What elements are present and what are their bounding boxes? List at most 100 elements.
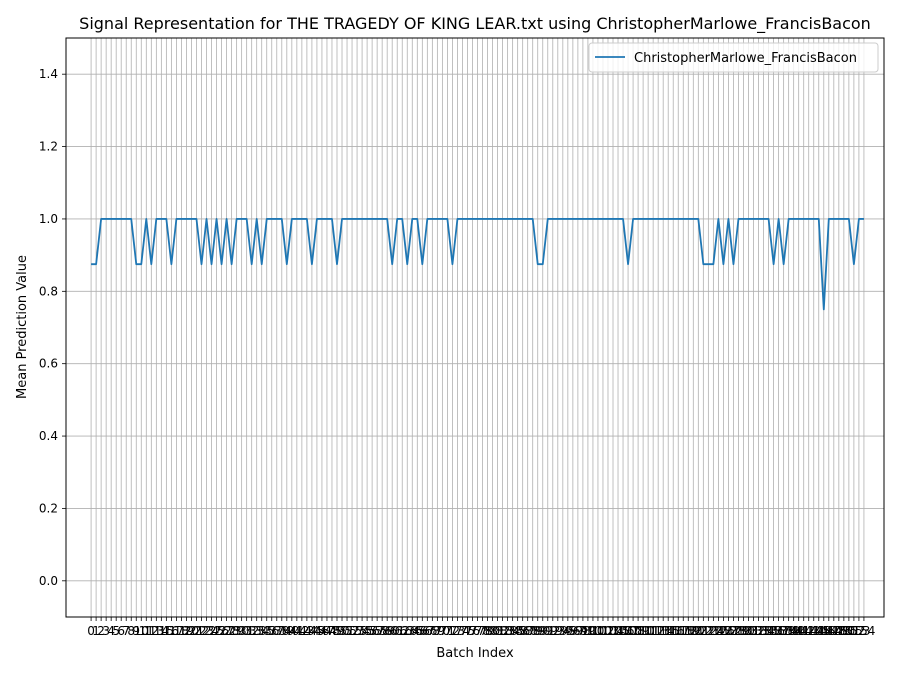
x-tick-label: 62 bbox=[395, 624, 410, 638]
x-tick-label: 38 bbox=[274, 624, 289, 638]
x-tick-label: 77 bbox=[470, 624, 485, 638]
x-tick-label: 100 bbox=[581, 624, 604, 638]
x-tick-label: 37 bbox=[269, 624, 284, 638]
x-tick-label: 61 bbox=[390, 624, 405, 638]
chart-title: Signal Representation for THE TRAGEDY OF… bbox=[79, 14, 871, 34]
x-tick-label: 144 bbox=[802, 624, 825, 638]
x-tick-label: 113 bbox=[647, 624, 670, 638]
x-tick-label: 79 bbox=[480, 624, 495, 638]
x-tick-label: 53 bbox=[349, 624, 364, 638]
x-tick-label: 18 bbox=[174, 624, 189, 638]
x-tick-label: 149 bbox=[827, 624, 850, 638]
x-tick-label: 86 bbox=[515, 624, 530, 638]
x-tick-label: 125 bbox=[707, 624, 730, 638]
x-tick-label: 29 bbox=[229, 624, 244, 638]
x-gridlines bbox=[90, 38, 865, 617]
x-tick-label: 19 bbox=[179, 624, 194, 638]
x-tick-label: 57 bbox=[370, 624, 385, 638]
x-tick-label: 50 bbox=[334, 624, 349, 638]
x-tick-label: 95 bbox=[560, 624, 575, 638]
x-tick-label: 121 bbox=[687, 624, 710, 638]
x-tick-label: 139 bbox=[777, 624, 800, 638]
x-tick-label: 103 bbox=[597, 624, 620, 638]
x-tick-label: 93 bbox=[550, 624, 565, 638]
x-tick-label: 9 bbox=[132, 624, 140, 638]
x-tick-label: 122 bbox=[692, 624, 715, 638]
x-tick-label: 66 bbox=[415, 624, 430, 638]
x-tick-label: 96 bbox=[565, 624, 580, 638]
x-tick-label: 123 bbox=[697, 624, 720, 638]
y-tick-label: 1.2 bbox=[39, 140, 58, 154]
x-tick-label: 87 bbox=[520, 624, 535, 638]
x-tick-label: 148 bbox=[822, 624, 845, 638]
x-tick-label: 41 bbox=[289, 624, 304, 638]
x-tick-label: 80 bbox=[485, 624, 500, 638]
legend: ChristopherMarlowe_FrancisBacon bbox=[588, 42, 879, 73]
x-tick-label: 45 bbox=[309, 624, 324, 638]
x-tick-label: 20 bbox=[184, 624, 199, 638]
x-tick-label: 16 bbox=[164, 624, 179, 638]
x-tick-label: 136 bbox=[762, 624, 785, 638]
x-tick-label: 7 bbox=[122, 624, 130, 638]
plot-frame bbox=[65, 37, 885, 618]
x-tick-label: 33 bbox=[249, 624, 264, 638]
x-tick-label: 55 bbox=[359, 624, 374, 638]
x-tick-label: 36 bbox=[264, 624, 279, 638]
x-tick-label: 58 bbox=[375, 624, 390, 638]
x-tick-label: 59 bbox=[380, 624, 395, 638]
y-tick-label: 0.8 bbox=[39, 284, 58, 298]
y-axis-label: Mean Prediction Value bbox=[15, 255, 30, 399]
x-tick-label: 81 bbox=[490, 624, 505, 638]
x-tick-label: 68 bbox=[425, 624, 440, 638]
x-tick-label: 112 bbox=[642, 624, 665, 638]
x-axis-label: Batch Index bbox=[436, 646, 514, 661]
x-tick-label: 22 bbox=[194, 624, 209, 638]
x-tick-label: 17 bbox=[169, 624, 184, 638]
x-tick-label: 116 bbox=[662, 624, 685, 638]
x-tick-label: 73 bbox=[450, 624, 465, 638]
x-tick-label: 84 bbox=[505, 624, 520, 638]
legend-series-name: ChristopherMarlowe_FrancisBacon bbox=[634, 51, 857, 66]
x-tick-label: 3 bbox=[102, 624, 110, 638]
x-tick-label: 32 bbox=[244, 624, 259, 638]
x-tick-label: 63 bbox=[400, 624, 415, 638]
x-tick-label: 15 bbox=[159, 624, 174, 638]
x-tick-label: 151 bbox=[837, 624, 860, 638]
x-tick-label: 135 bbox=[757, 624, 780, 638]
x-tick-label: 1 bbox=[92, 624, 100, 638]
x-tick-label: 137 bbox=[767, 624, 790, 638]
x-tick-label: 106 bbox=[612, 624, 635, 638]
x-tick-label: 92 bbox=[545, 624, 560, 638]
x-tick-label: 99 bbox=[580, 624, 595, 638]
x-tick-label: 74 bbox=[455, 624, 470, 638]
x-tick-label: 56 bbox=[364, 624, 379, 638]
series-line bbox=[91, 218, 864, 311]
x-tick-label: 28 bbox=[224, 624, 239, 638]
x-tick-label: 78 bbox=[475, 624, 490, 638]
y-tick-label: 0.0 bbox=[39, 574, 58, 588]
x-tick-label: 5 bbox=[112, 624, 120, 638]
x-tick-label: 14 bbox=[154, 624, 169, 638]
y-tick-label: 0.6 bbox=[39, 357, 58, 371]
x-tick-label: 145 bbox=[807, 624, 830, 638]
x-tick-label: 120 bbox=[682, 624, 705, 638]
x-tick-label: 43 bbox=[299, 624, 314, 638]
x-tick-label: 101 bbox=[586, 624, 609, 638]
y-tick-label: 0.4 bbox=[39, 429, 58, 443]
x-tick-label: 49 bbox=[329, 624, 344, 638]
x-tick-label: 21 bbox=[189, 624, 204, 638]
x-tick-label: 126 bbox=[712, 624, 735, 638]
x-tick-label: 89 bbox=[530, 624, 545, 638]
x-tick-label: 64 bbox=[405, 624, 420, 638]
x-tick-label: 11 bbox=[139, 624, 154, 638]
x-tick-label: 24 bbox=[204, 624, 219, 638]
x-tick-label: 4 bbox=[107, 624, 115, 638]
x-tick-label: 154 bbox=[852, 624, 875, 638]
x-tick-label: 52 bbox=[344, 624, 359, 638]
x-tick-label: 31 bbox=[239, 624, 254, 638]
x-tick-label: 71 bbox=[440, 624, 455, 638]
x-tick-label: 30 bbox=[234, 624, 249, 638]
x-tick-label: 133 bbox=[747, 624, 770, 638]
x-tick-label: 51 bbox=[339, 624, 354, 638]
